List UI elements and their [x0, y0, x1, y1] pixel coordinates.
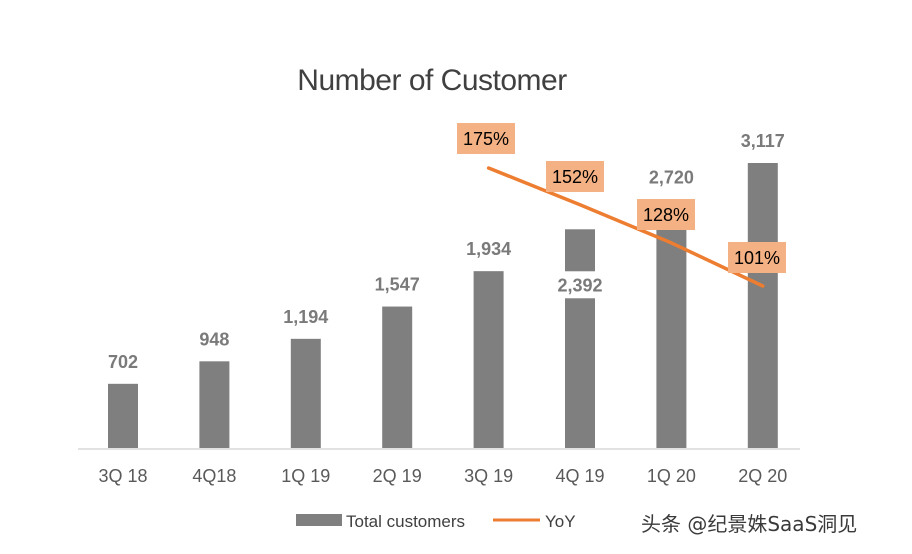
bar-1 [199, 361, 230, 448]
x-tick-0: 3Q 18 [98, 466, 147, 486]
legend-bar-swatch [296, 514, 342, 526]
bar-6 [656, 199, 687, 448]
bar-label-2: 1,194 [283, 307, 328, 327]
bar-series [108, 163, 778, 448]
yoy-label-box-6 [637, 199, 695, 230]
yoy-label-6: 128% [643, 205, 689, 225]
x-tick-1: 4Q18 [192, 466, 236, 486]
legend-bar-label: Total customers [346, 512, 465, 531]
bar-label-bg-5 [550, 271, 610, 299]
x-tick-2: 1Q 19 [281, 466, 330, 486]
chart-title: Number of Customer [297, 64, 567, 97]
yoy-line-path [486, 166, 765, 288]
yoy-label-box-4 [457, 123, 515, 154]
bar-7 [747, 163, 778, 448]
yoy-label-5: 152% [552, 167, 598, 187]
x-tick-4: 3Q 19 [464, 466, 513, 486]
yoy-label-box-5 [546, 161, 604, 192]
legend-line-label: YoY [545, 512, 576, 531]
bar-label-5: 2,392 [557, 275, 602, 295]
bar-0 [108, 383, 138, 448]
bar-4 [473, 271, 504, 448]
bar-2 [290, 338, 321, 448]
x-tick-5: 4Q 19 [555, 466, 604, 486]
x-tick-6: 1Q 20 [647, 466, 696, 486]
yoy-label-7: 101% [734, 248, 780, 268]
yoy-label-box-7 [728, 242, 786, 273]
bar-label-3: 1,547 [375, 275, 420, 295]
bar-label-1: 948 [199, 329, 229, 349]
watermark: 头条 @纪景姝SaaS洞见 [641, 512, 857, 536]
yoy-label-4: 175% [463, 129, 509, 149]
bar-5 [565, 229, 595, 448]
x-tick-labels: 3Q 18 4Q18 1Q 19 2Q 19 3Q 19 4Q 19 1Q 20 2Q 20 [98, 466, 787, 486]
bar-label-4: 1,934 [466, 239, 511, 259]
yoy-series [486, 166, 765, 288]
x-tick-3: 2Q 19 [373, 466, 422, 486]
legend: Total customers YoY [296, 512, 576, 531]
bar-labels: 702 948 1,194 1,547 1,934 2,392 2,720 3,117 [108, 131, 785, 372]
yoy-labels: 175% 152% 128% 101% [457, 123, 786, 273]
bar-label-7: 3,117 [741, 131, 785, 151]
bar-label-0: 702 [108, 352, 138, 372]
x-tick-7: 2Q 20 [738, 466, 787, 486]
bar-3 [382, 306, 413, 448]
bar-label-6: 2,720 [649, 167, 694, 187]
